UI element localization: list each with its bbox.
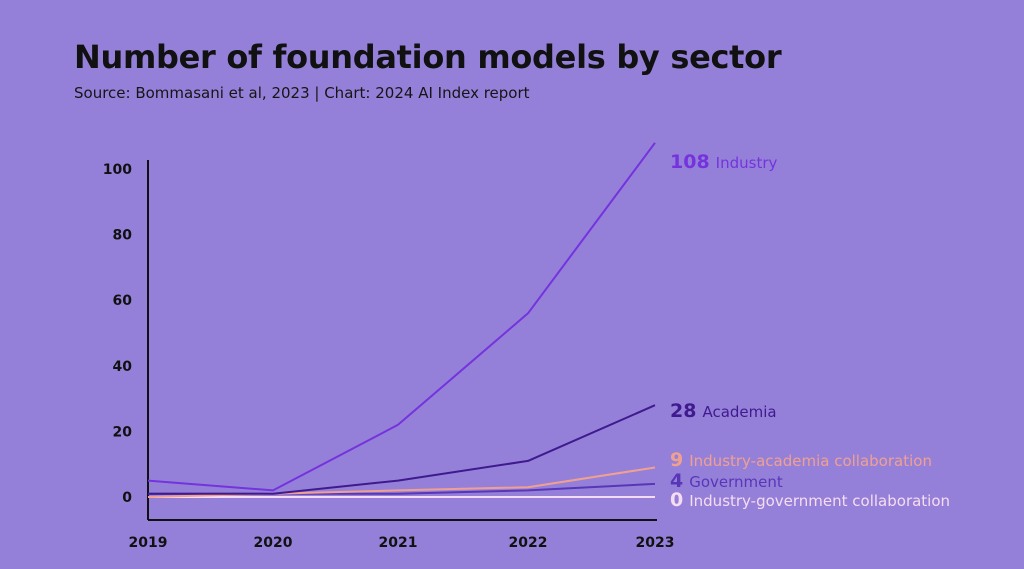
y-tick-label: 40: [113, 359, 133, 375]
y-tick-label: 100: [103, 162, 132, 178]
series-end-value: 9: [670, 449, 683, 471]
series-end-value: 28: [670, 400, 696, 422]
series-name: Government: [689, 473, 783, 491]
series-end-value: 4: [670, 470, 683, 492]
series-line-academia: [148, 404, 656, 495]
chart-title: Number of foundation models by sector: [74, 38, 782, 76]
series-name: Industry-academia collaboration: [689, 452, 932, 470]
series-end-value: 108: [670, 151, 710, 173]
y-tick-label: 60: [113, 293, 133, 309]
y-tick-label: 20: [113, 424, 133, 440]
x-tick-label: 2023: [636, 535, 675, 551]
series-end-value: 0: [670, 489, 683, 511]
series-name: Academia: [702, 403, 776, 421]
series-name: Industry-government collaboration: [689, 492, 950, 510]
x-tick-label: 2020: [254, 535, 293, 551]
series-label-industry-academia-collaboration: 9 Industry-academia collaboration: [670, 449, 932, 471]
series-line-government: [148, 482, 656, 495]
x-tick-label: 2022: [509, 535, 548, 551]
series-label-industry-government-collaboration: 0 Industry-government collaboration: [670, 489, 950, 511]
series-line-industry: [147, 142, 656, 492]
y-tick-label: 0: [122, 490, 132, 506]
series-label-government: 4 Government: [670, 470, 783, 492]
series-name: Industry: [716, 154, 778, 172]
series-label-industry: 108 Industry: [670, 151, 777, 173]
chart-subtitle: Source: Bommasani et al, 2023 | Chart: 2…: [74, 84, 530, 102]
x-tick-label: 2019: [129, 535, 168, 551]
series-label-academia: 28 Academia: [670, 400, 777, 422]
series-line-industry-academia-collaboration: [147, 466, 656, 498]
y-tick-label: 80: [113, 228, 133, 244]
x-tick-label: 2021: [379, 535, 418, 551]
